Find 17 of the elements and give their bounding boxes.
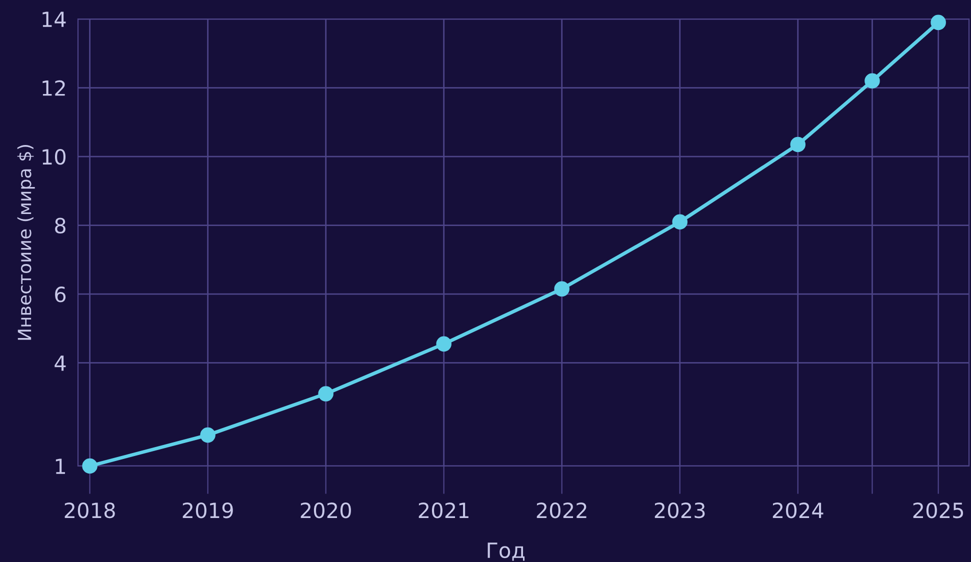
y-tick-label: 12 [42, 80, 65, 96]
x-tick-label: 2018 [64, 502, 115, 518]
y-tick-label: 10 [42, 148, 66, 165]
x-tick-label: 2019 [182, 502, 233, 518]
y-tick-label: 1 [56, 458, 65, 474]
y-tick-label: 4 [54, 356, 66, 371]
y-tick-label: 6 [55, 286, 66, 302]
x-tick-label: 2023 [654, 502, 705, 518]
y-tick-label: 14 [42, 12, 66, 27]
y-tick-label: 8 [55, 218, 66, 234]
x-tick-label: 2025 [913, 502, 964, 518]
x-axis-title: Год [488, 542, 525, 561]
x-tick-label: 2020 [300, 502, 351, 518]
x-tick-label: 2021 [418, 502, 468, 518]
x-tick-label: 2022 [536, 502, 586, 518]
y-axis-title: Инвестоиие (мира $) [17, 145, 35, 340]
x-tick-label: 2024 [772, 502, 824, 518]
